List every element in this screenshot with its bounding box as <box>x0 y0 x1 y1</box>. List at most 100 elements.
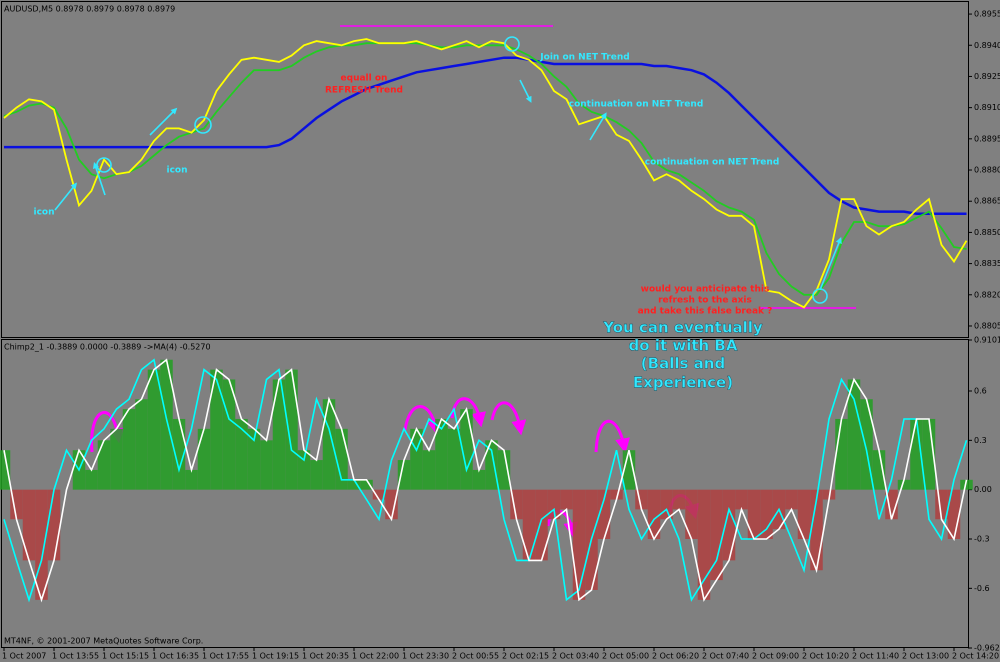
histogram-bar <box>260 440 273 490</box>
price-header: AUDUSD,M5 0.8978 0.8979 0.8978 0.8979 <box>4 5 175 14</box>
histogram-bar <box>310 460 323 490</box>
series-line <box>3 358 968 603</box>
x-tick-label: 1 Oct 19:15 <box>252 652 299 661</box>
y-tick-label: 0.8925 <box>974 72 1000 81</box>
arrow <box>403 405 442 436</box>
copyright: MT4NF, © 2001-2007 MetaQuotes Software C… <box>4 637 203 646</box>
x-tick-label: 2 Oct 14:20 <box>952 652 999 661</box>
histogram-bar <box>235 418 248 490</box>
histogram-bar <box>97 440 111 490</box>
histogram-bar <box>697 489 711 600</box>
y-tick-label: 0.8895 <box>974 134 1000 143</box>
arrow <box>149 107 178 136</box>
x-tick-label: 1 Oct 16:35 <box>152 652 199 661</box>
histogram-bar <box>535 489 548 561</box>
arrow <box>589 112 607 141</box>
histogram-bar <box>397 460 411 490</box>
histogram-bar <box>122 409 136 490</box>
series-line <box>3 42 967 296</box>
histogram-bar <box>185 469 198 490</box>
histogram-bar <box>372 489 386 500</box>
histogram-bar <box>472 469 486 490</box>
histogram-bar <box>135 399 148 490</box>
histogram-bar <box>85 469 98 490</box>
circle <box>812 288 828 304</box>
histogram-bar <box>197 428 211 490</box>
histogram-bar <box>222 379 236 490</box>
histogram-bar <box>747 489 761 540</box>
histogram-bar <box>47 489 61 561</box>
y-tick-label: 0.8850 <box>974 228 1000 237</box>
annotation: refresh to the axis <box>658 296 752 306</box>
x-tick-label: 1 Oct 22:00 <box>352 652 399 661</box>
y-tick-label: 0.3 <box>974 436 987 445</box>
histogram-bar <box>297 450 311 490</box>
histogram-bar <box>960 479 973 490</box>
histogram-bar <box>360 479 373 490</box>
annotation: equall on <box>341 74 388 84</box>
annotation: icon <box>166 166 187 176</box>
annotation: icon <box>33 208 54 218</box>
annotation: Experience) <box>633 374 733 392</box>
cyan-arrows <box>54 36 842 304</box>
x-tick-label: 1 Oct 15:15 <box>102 652 149 661</box>
histogram-bar <box>22 489 36 561</box>
circle <box>504 36 520 52</box>
x-tick-label: 2 Oct 09:00 <box>752 652 799 661</box>
annotation: and take this false break ? <box>638 307 773 317</box>
arrow <box>594 419 630 454</box>
x-tick-label: 1 Oct 17:55 <box>202 652 249 661</box>
annotation: (Balls and <box>641 355 725 373</box>
x-tick-label: 2 Oct 06:20 <box>652 652 699 661</box>
histogram-bar <box>347 479 361 490</box>
y-tick-label: 0.8940 <box>974 41 1000 50</box>
histogram-bar <box>897 479 911 490</box>
histogram-bar <box>835 418 848 490</box>
x-tick-label: 1 Oct 20:35 <box>302 652 349 661</box>
circle <box>194 116 212 134</box>
histogram-bar <box>572 489 586 600</box>
y-tick-label: 0.8910 <box>974 103 1000 112</box>
histogram-bar <box>872 450 886 490</box>
histogram-bar <box>210 369 223 490</box>
histogram-bar <box>735 489 748 510</box>
x-tick-label: 2 Oct 10:20 <box>802 652 849 661</box>
y-tick-label: 0.8805 <box>974 321 1000 330</box>
y-tick-label: 0.00 <box>974 485 992 494</box>
y-tick-label: 0.8835 <box>974 259 1000 268</box>
x-tick-label: 1 Oct 2007 <box>2 652 46 661</box>
x-tick-label: 2 Oct 02:15 <box>502 652 549 661</box>
x-tick-label: 2 Oct 13:00 <box>902 652 949 661</box>
arrow <box>519 79 532 103</box>
histogram-bar <box>485 440 498 490</box>
histogram-bar <box>560 489 573 510</box>
histogram-bar <box>722 489 736 561</box>
histogram <box>0 359 973 600</box>
histogram-bar <box>847 379 861 490</box>
annotation: do it with BA <box>629 337 738 355</box>
arrow <box>54 182 77 211</box>
histogram-bar <box>510 489 523 520</box>
histogram-bar <box>785 489 798 510</box>
histogram-bar <box>447 428 461 490</box>
histogram-bar <box>497 450 511 490</box>
histogram-bar <box>110 428 123 490</box>
y-tick-label: -0.6 <box>974 584 990 593</box>
y-tick-label: 0.9101 <box>974 336 1000 345</box>
annotation: continuation on NET Trend <box>645 158 780 168</box>
histogram-bar <box>10 489 23 520</box>
y-tick-label: 0.8865 <box>974 197 1000 206</box>
histogram-bar <box>35 489 48 600</box>
annotation: You can eventually <box>602 319 763 337</box>
x-tick-label: 2 Oct 05:00 <box>602 652 649 661</box>
histogram-bar <box>385 489 398 520</box>
y-tick-label: -0.3 <box>974 535 990 544</box>
histogram-bar <box>160 359 173 490</box>
histogram-bar <box>647 489 661 540</box>
annotation: REFRESH Trend <box>325 86 403 96</box>
histogram-bar <box>710 489 723 581</box>
histogram-bar <box>672 489 686 510</box>
y-tick-label: 0.8955 <box>974 10 1000 19</box>
